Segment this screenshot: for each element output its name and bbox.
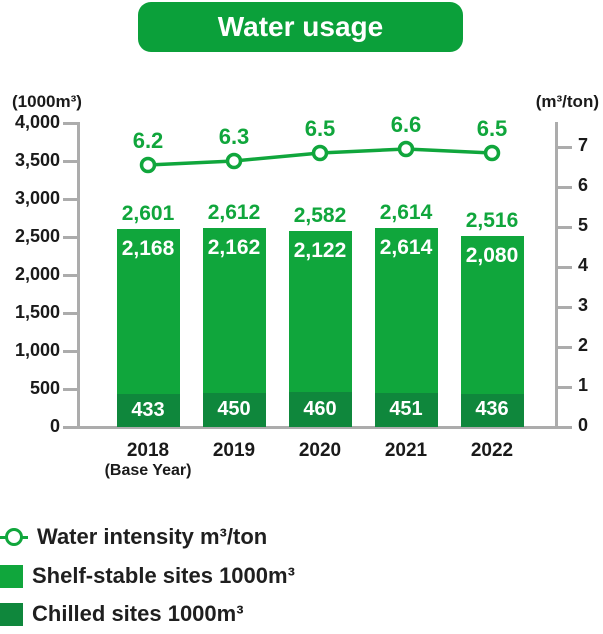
shelf-stable-bar-segment [374,228,438,393]
shelf-stable-bar-segment [460,235,524,394]
left-axis-tick-label: 4,000 [14,112,60,132]
chilled-value-label: 436 [475,398,509,421]
left-axis-tick [63,387,78,391]
left-axis-unit: (1000m³) [12,92,82,111]
right-axis-tick [557,185,572,189]
shelf-stable-value-label: 2,162 [207,236,261,260]
left-axis-tick [63,425,78,429]
chilled-bar-segment [288,392,352,427]
x-axis-category-label: 2019 [212,440,256,461]
x-axis-category-label: 2021 [384,440,428,461]
shelf-stable-bar-segment [288,230,352,393]
water-intensity-point [397,140,415,158]
bar-total-label: 2,601 [121,202,175,226]
right-axis-tick-label: 0 [578,415,589,435]
legend-item-chilled: Chilled sites 1000m³ [0,601,244,627]
right-axis-tick-label: 1 [578,375,589,395]
right-axis-tick-label: 4 [578,255,589,275]
right-axis-tick [557,345,572,349]
right-axis-line [555,122,558,429]
right-axis-tick-label: 3 [578,295,589,315]
left-axis-line [77,122,80,429]
line-dot-marker-icon [0,525,28,549]
chilled-value-label: 451 [389,397,423,420]
right-axis-tick [557,145,572,149]
water-intensity-value-label: 6.6 [390,112,422,137]
left-axis-tick [63,159,78,163]
legend-item-water-intensity: Water intensity m³/ton [0,524,267,550]
left-axis-tick [63,235,78,239]
right-axis-tick-label: 7 [578,135,589,155]
shelf-stable-bar-segment [116,229,180,395]
bar-total-label: 2,516 [465,208,519,232]
x-axis-category-label: 2020 [298,440,342,461]
shelf-stable-bar-segment [202,228,266,393]
left-axis-tick-label: 3,500 [14,150,60,170]
water-intensity-value-label: 6.5 [476,116,508,141]
chart-title: Water usage [138,2,463,52]
right-axis-tick-label: 2 [578,335,589,355]
bar-total-label: 2,612 [207,201,261,225]
right-axis-tick [557,305,572,309]
shelf-stable-value-label: 2,122 [293,238,347,262]
left-axis-tick [63,311,78,315]
water-intensity-point [139,156,157,174]
legend-label-water-intensity: Water intensity m³/ton [37,524,268,549]
chilled-bar-segment [116,394,180,427]
base-year-note: (Base Year) [104,462,192,479]
water-intensity-value-label: 6.5 [304,116,336,141]
x-axis-line [77,426,558,429]
water-intensity-point [225,152,243,170]
bar-total-label: 2,582 [293,203,347,227]
left-axis-tick-label: 3,000 [14,188,60,208]
chilled-value-label: 450 [217,397,251,420]
left-axis-tick [63,349,78,353]
left-axis-tick-label: 2,500 [14,226,60,246]
water-intensity-point [483,144,501,162]
chilled-bar-segment [460,393,524,427]
x-axis-category-label: 2022 [470,440,514,461]
right-axis-tick-label: 6 [578,175,589,195]
shelf-stable-value-label: 2,168 [121,237,175,261]
right-axis-tick [557,225,572,229]
legend-item-shelf-stable: Shelf-stable sites 1000m³ [0,563,295,589]
water-intensity-value-label: 6.2 [132,128,164,153]
water-intensity-point [311,144,329,162]
right-axis-unit: (m³/ton) [535,92,599,111]
chilled-bar-segment [374,392,438,427]
bright-green-square-icon [0,564,23,588]
left-axis-tick-label: 1,000 [14,340,60,360]
left-axis-tick [63,197,78,201]
dark-green-square-icon [0,602,23,626]
right-axis-tick [557,265,572,269]
shelf-stable-value-label: 2,080 [465,243,519,267]
right-axis-tick [557,425,572,429]
chilled-value-label: 460 [303,397,337,420]
chilled-bar-segment [202,392,266,427]
left-axis-tick-label: 500 [29,378,60,398]
water-intensity-value-label: 6.3 [218,124,250,149]
right-axis-tick-label: 5 [578,215,589,235]
legend-label-shelf-stable: Shelf-stable sites 1000m³ [32,563,295,588]
left-axis-tick-label: 1,500 [14,302,60,322]
bar-total-label: 2,614 [379,201,433,225]
chilled-value-label: 433 [131,398,165,421]
chart-title-text: Water usage [217,11,384,42]
left-axis-tick [63,121,78,125]
shelf-stable-value-label: 2,614 [379,236,433,260]
left-axis-tick-label: 2,000 [14,264,60,284]
legend-label-chilled: Chilled sites 1000m³ [32,601,244,626]
left-axis-tick [63,273,78,277]
x-axis-category-label: 2018 [126,440,170,461]
left-axis-tick-label: 0 [49,416,60,436]
right-axis-tick [557,385,572,389]
